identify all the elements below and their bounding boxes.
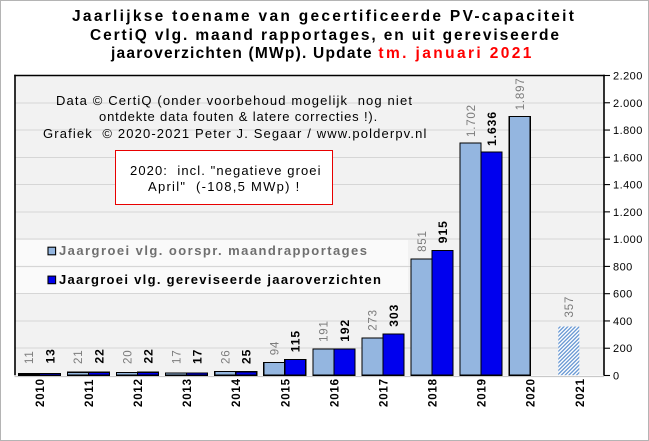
svg-text:1.702: 1.702 xyxy=(466,104,478,137)
svg-text:2021: 2021 xyxy=(575,378,587,407)
svg-text:273: 273 xyxy=(368,309,380,331)
svg-text:13: 13 xyxy=(43,348,57,363)
svg-text:2.000: 2.000 xyxy=(613,98,643,110)
svg-text:2018: 2018 xyxy=(428,378,440,407)
svg-text:0: 0 xyxy=(613,371,620,383)
svg-text:17: 17 xyxy=(191,349,205,364)
svg-text:2014: 2014 xyxy=(231,378,243,407)
svg-text:25: 25 xyxy=(240,349,254,364)
svg-text:2.200: 2.200 xyxy=(613,71,643,83)
svg-text:21: 21 xyxy=(73,350,85,364)
svg-text:192: 192 xyxy=(338,319,352,342)
svg-text:1.200: 1.200 xyxy=(613,207,643,219)
svg-text:1.400: 1.400 xyxy=(613,180,643,192)
svg-text:1.897: 1.897 xyxy=(515,78,527,111)
svg-text:1.600: 1.600 xyxy=(613,152,643,164)
svg-text:20: 20 xyxy=(122,350,134,364)
svg-text:2012: 2012 xyxy=(133,378,145,407)
svg-text:22: 22 xyxy=(92,348,106,363)
svg-text:22: 22 xyxy=(142,348,156,363)
svg-text:1.000: 1.000 xyxy=(613,234,643,246)
svg-text:200: 200 xyxy=(613,343,633,355)
svg-text:2017: 2017 xyxy=(378,378,390,407)
svg-text:357: 357 xyxy=(564,296,576,318)
svg-text:115: 115 xyxy=(289,330,303,352)
svg-text:2015: 2015 xyxy=(280,378,292,407)
svg-text:851: 851 xyxy=(417,230,429,252)
svg-text:1.800: 1.800 xyxy=(613,125,643,137)
svg-text:303: 303 xyxy=(387,304,401,327)
svg-text:1.636: 1.636 xyxy=(485,111,499,146)
svg-text:2019: 2019 xyxy=(477,378,489,407)
svg-text:94: 94 xyxy=(270,341,282,355)
svg-text:26: 26 xyxy=(220,350,232,364)
svg-text:2016: 2016 xyxy=(329,378,341,407)
svg-text:17: 17 xyxy=(171,350,183,364)
svg-text:2020: 2020 xyxy=(526,378,538,407)
svg-text:2013: 2013 xyxy=(182,378,194,407)
svg-text:11: 11 xyxy=(24,350,36,364)
svg-text:2010: 2010 xyxy=(35,378,47,407)
svg-text:400: 400 xyxy=(613,316,633,328)
svg-text:915: 915 xyxy=(436,220,450,243)
svg-text:600: 600 xyxy=(613,289,633,301)
svg-text:2011: 2011 xyxy=(84,379,96,407)
svg-text:191: 191 xyxy=(319,320,331,342)
svg-text:800: 800 xyxy=(613,261,633,273)
